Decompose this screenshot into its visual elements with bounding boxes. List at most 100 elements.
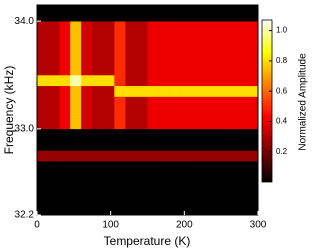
heatmap-cell	[224, 204, 237, 215]
heatmap-cell	[180, 64, 192, 76]
x-tick-label: 200	[176, 220, 193, 231]
heatmap-cell	[125, 139, 137, 151]
heatmap-cell	[103, 5, 115, 11]
heatmap-cell	[70, 10, 82, 22]
heatmap-cell	[103, 161, 115, 173]
heatmap-cell	[59, 85, 71, 97]
heatmap-cell	[92, 53, 104, 65]
heatmap-cell	[103, 75, 115, 87]
heatmap-cell	[202, 53, 215, 65]
heatmap-cell	[103, 42, 115, 54]
heatmap-cell	[169, 85, 181, 97]
heatmap-cell	[202, 75, 215, 87]
heatmap-cell	[114, 10, 126, 22]
heatmap-cell	[70, 31, 82, 43]
heatmap-cell	[37, 118, 49, 130]
heatmap-cell	[92, 204, 104, 215]
heatmap-cell	[191, 31, 204, 43]
heatmap-cell	[92, 150, 104, 162]
heatmap-cell	[224, 96, 237, 108]
heatmap-cell	[246, 171, 258, 183]
heatmap-cell	[158, 139, 170, 151]
heatmap-cell	[224, 182, 237, 194]
heatmap-cell	[169, 171, 181, 183]
heatmap-cell	[81, 128, 93, 140]
heatmap-cell	[246, 75, 258, 87]
heatmap-cell	[235, 53, 248, 65]
heatmap-cell	[92, 128, 104, 140]
heatmap-cell	[136, 64, 148, 76]
heatmap-cell	[70, 42, 82, 54]
heatmap-cell	[235, 150, 248, 162]
heatmap-cell	[59, 182, 71, 194]
heatmap-cell	[103, 31, 115, 43]
heatmap-cell	[103, 204, 115, 215]
heatmap-cell	[81, 85, 93, 97]
heatmap-cell	[59, 64, 71, 76]
heatmap-cell	[158, 21, 170, 33]
heatmap-cell	[59, 96, 71, 108]
heatmap-cell	[158, 96, 170, 108]
heatmap-cell	[92, 5, 104, 11]
heatmap-cell	[191, 171, 204, 183]
heatmap-cell	[103, 96, 115, 108]
heatmap-cell	[136, 85, 148, 97]
heatmap-cell	[114, 75, 126, 87]
heatmap-cell	[246, 96, 258, 108]
heatmap-cell	[125, 107, 137, 119]
heatmap-cell	[158, 193, 170, 205]
heatmap-cell	[37, 204, 49, 215]
heatmap-cell	[136, 128, 148, 140]
heatmap-cell	[92, 171, 104, 183]
heatmap-cell	[180, 182, 192, 194]
heatmap-cell	[235, 171, 248, 183]
heatmap-cell	[147, 139, 159, 151]
heatmap-cell	[246, 128, 258, 140]
heatmap-cell	[202, 31, 215, 43]
heatmap-cell	[213, 182, 226, 194]
heatmap-cell	[81, 96, 93, 108]
heatmap-cell	[48, 128, 60, 140]
heatmap-cell	[169, 96, 181, 108]
heatmap-cell	[202, 10, 215, 22]
heatmap-cell	[213, 42, 226, 54]
heatmap-cell	[191, 128, 204, 140]
heatmap-cell	[59, 118, 71, 130]
heatmap-cell	[92, 42, 104, 54]
heatmap-cell	[147, 10, 159, 22]
heatmap-cell	[213, 204, 226, 215]
heatmap-cell	[180, 139, 192, 151]
heatmap-cell	[59, 5, 71, 11]
heatmap-cell	[92, 85, 104, 97]
heatmap-cell	[70, 64, 82, 76]
heatmap-cell	[213, 139, 226, 151]
heatmap-cell	[136, 161, 148, 173]
heatmap-cell	[48, 107, 60, 119]
heatmap-cell	[70, 182, 82, 194]
heatmap-cell	[136, 5, 148, 11]
heatmap-cell	[169, 75, 181, 87]
heatmap-cell	[147, 150, 159, 162]
heatmap-cell	[103, 171, 115, 183]
heatmap-cell	[180, 204, 192, 215]
heatmap-cell	[81, 53, 93, 65]
heatmap-cell	[92, 64, 104, 76]
heatmap-cell	[235, 42, 248, 54]
heatmap-cell	[70, 75, 82, 87]
heatmap-cell	[37, 193, 49, 205]
heatmap-cell	[169, 64, 181, 76]
heatmap-cell	[92, 96, 104, 108]
heatmap-cell	[191, 107, 204, 119]
heatmap-cell	[224, 31, 237, 43]
heatmap-cell	[191, 150, 204, 162]
heatmap-cell	[169, 150, 181, 162]
heatmap-cell	[235, 161, 248, 173]
heatmap-cell	[81, 107, 93, 119]
heatmap-cell	[169, 31, 181, 43]
heatmap-cell	[169, 182, 181, 194]
heatmap-cell	[213, 171, 226, 183]
heatmap-cell	[70, 53, 82, 65]
heatmap-cell	[59, 75, 71, 87]
heatmap-cell	[147, 128, 159, 140]
heatmap-cell	[202, 128, 215, 140]
